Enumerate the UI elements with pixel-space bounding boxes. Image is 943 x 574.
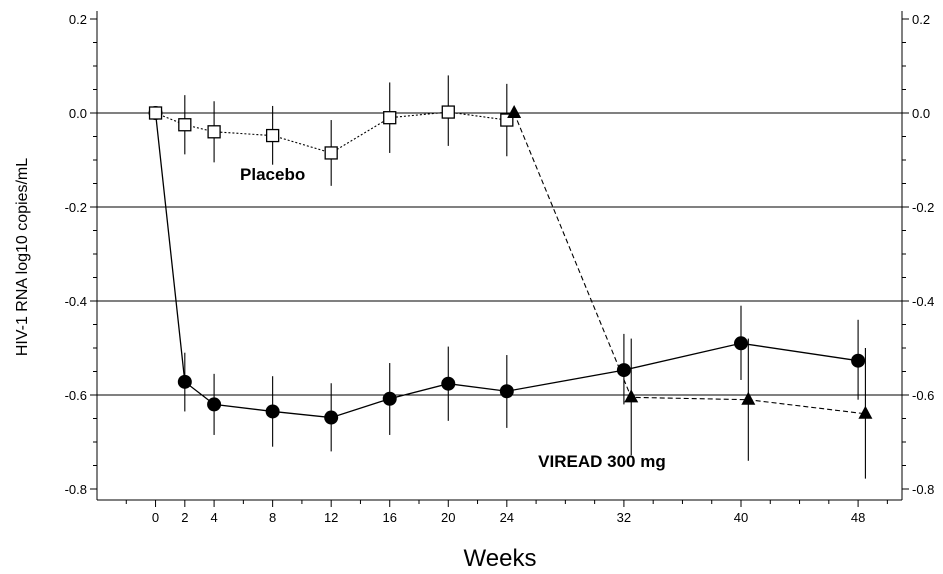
- y-tick-label-left: 0.2: [69, 12, 87, 27]
- data-point-triangle: [624, 389, 639, 403]
- data-point-square: [383, 111, 397, 125]
- series-0: [148, 106, 866, 452]
- grid: [97, 112, 902, 396]
- y-tick-label-right: -0.6: [912, 388, 934, 403]
- data-point-circle: [382, 391, 397, 406]
- y-axis-label: HIV-1 RNA log10 copies/mL: [14, 158, 31, 356]
- data-point-circle: [616, 363, 631, 378]
- x-tick-label: 2: [181, 510, 188, 525]
- x-tick-label: 12: [324, 510, 338, 525]
- y-tick-label-right: 0.0: [912, 106, 930, 121]
- series-1: [148, 75, 514, 186]
- x-tick-label: 0: [152, 510, 159, 525]
- y-tick-label-left: -0.8: [65, 482, 87, 497]
- x-tick-label: 32: [617, 510, 631, 525]
- data-point-circle: [499, 384, 514, 399]
- y-tick-label-left: -0.4: [65, 294, 87, 309]
- data-point-circle: [207, 397, 222, 412]
- data-point-square: [178, 118, 192, 132]
- data-point-square: [324, 146, 338, 160]
- axes: 0.2 0.2 0.0 0.0 -0.2 -0.2 -0.4 -0.4 -0.6 -0.6 -0.8…: [65, 11, 934, 525]
- data-point-square: [265, 128, 280, 143]
- data-point-circle: [265, 404, 280, 419]
- series-line: [513, 112, 866, 415]
- data-point-circle: [324, 410, 339, 425]
- x-tick-label: 20: [441, 510, 455, 525]
- x-tick-label: 40: [734, 510, 748, 525]
- data-point-square: [148, 106, 163, 120]
- y-tick-label-left: -0.2: [65, 200, 87, 215]
- x-tick-label: 4: [210, 510, 217, 525]
- data-point-square: [441, 105, 455, 119]
- data-point-triangle: [741, 391, 756, 405]
- y-tick-label-right: -0.2: [912, 200, 934, 215]
- data-point-square: [207, 125, 221, 139]
- y-tick-label-right: 0.2: [912, 12, 930, 27]
- x-tick-label: 8: [269, 510, 276, 525]
- y-tick-label-right: -0.4: [912, 294, 934, 309]
- series-layer: [148, 75, 873, 479]
- data-point-circle: [441, 376, 456, 391]
- y-tick-label-left: -0.6: [65, 388, 87, 403]
- y-tick-label-left: 0.0: [69, 106, 87, 121]
- data-point-circle: [177, 374, 192, 389]
- x-tick-label: 24: [500, 510, 514, 525]
- series-2: [507, 105, 873, 479]
- x-tick-label: 16: [382, 510, 396, 525]
- data-point-circle: [734, 336, 748, 351]
- annotation-viread: VIREAD 300 mg: [538, 452, 666, 471]
- x-tick-label: 48: [851, 510, 865, 525]
- annotation-placebo: Placebo: [240, 165, 305, 184]
- data-point-triangle: [507, 105, 522, 118]
- y-tick-label-right: -0.8: [912, 482, 934, 497]
- data-point-circle: [851, 353, 866, 368]
- x-axis-label: Weeks: [464, 545, 537, 572]
- data-point-triangle: [858, 405, 873, 419]
